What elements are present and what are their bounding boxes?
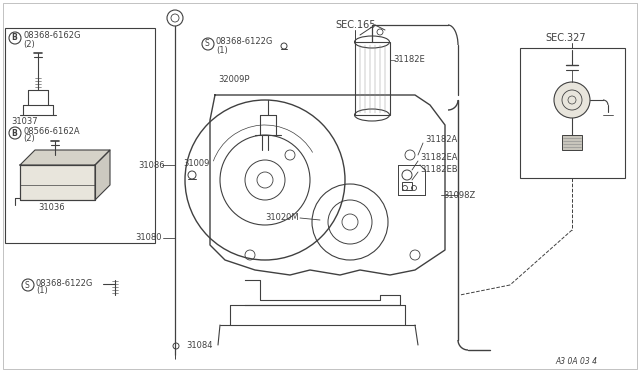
Text: 08368-6122G: 08368-6122G xyxy=(36,279,93,288)
Text: 31084: 31084 xyxy=(186,341,212,350)
Text: 32009P: 32009P xyxy=(218,76,250,84)
Text: SEC.327: SEC.327 xyxy=(545,33,586,43)
Text: S: S xyxy=(24,280,29,289)
Text: B: B xyxy=(11,128,17,138)
Text: A3 0A 03 4: A3 0A 03 4 xyxy=(555,357,597,366)
Bar xyxy=(402,182,412,190)
Bar xyxy=(5,28,155,243)
Text: (1): (1) xyxy=(36,286,48,295)
Text: 31182A: 31182A xyxy=(425,135,457,144)
Text: 31182E: 31182E xyxy=(393,55,425,64)
Text: 08566-6162A: 08566-6162A xyxy=(23,126,79,135)
Text: 31182EB: 31182EB xyxy=(420,166,458,174)
Text: 31182EA: 31182EA xyxy=(420,154,458,163)
Text: 08368-6122G: 08368-6122G xyxy=(216,38,273,46)
Text: B: B xyxy=(11,33,17,42)
Text: (2): (2) xyxy=(23,135,35,144)
Text: 31086: 31086 xyxy=(138,160,164,170)
Bar xyxy=(355,42,390,115)
Bar xyxy=(520,48,625,178)
Polygon shape xyxy=(20,150,110,165)
Text: 31037: 31037 xyxy=(12,118,38,126)
Polygon shape xyxy=(95,150,110,200)
Text: S: S xyxy=(205,39,209,48)
Text: 31080: 31080 xyxy=(135,234,161,243)
Text: 31009: 31009 xyxy=(183,158,209,167)
Text: 31036: 31036 xyxy=(38,203,65,212)
Polygon shape xyxy=(20,165,95,200)
Circle shape xyxy=(554,82,590,118)
Text: 31098Z: 31098Z xyxy=(443,190,476,199)
Text: SEC.165: SEC.165 xyxy=(335,20,376,30)
Text: 31020M: 31020M xyxy=(265,214,299,222)
Bar xyxy=(562,135,582,150)
Text: (1): (1) xyxy=(216,45,228,55)
Text: (2): (2) xyxy=(23,39,35,48)
Bar xyxy=(20,165,95,200)
Text: 08368-6162G: 08368-6162G xyxy=(23,32,81,41)
